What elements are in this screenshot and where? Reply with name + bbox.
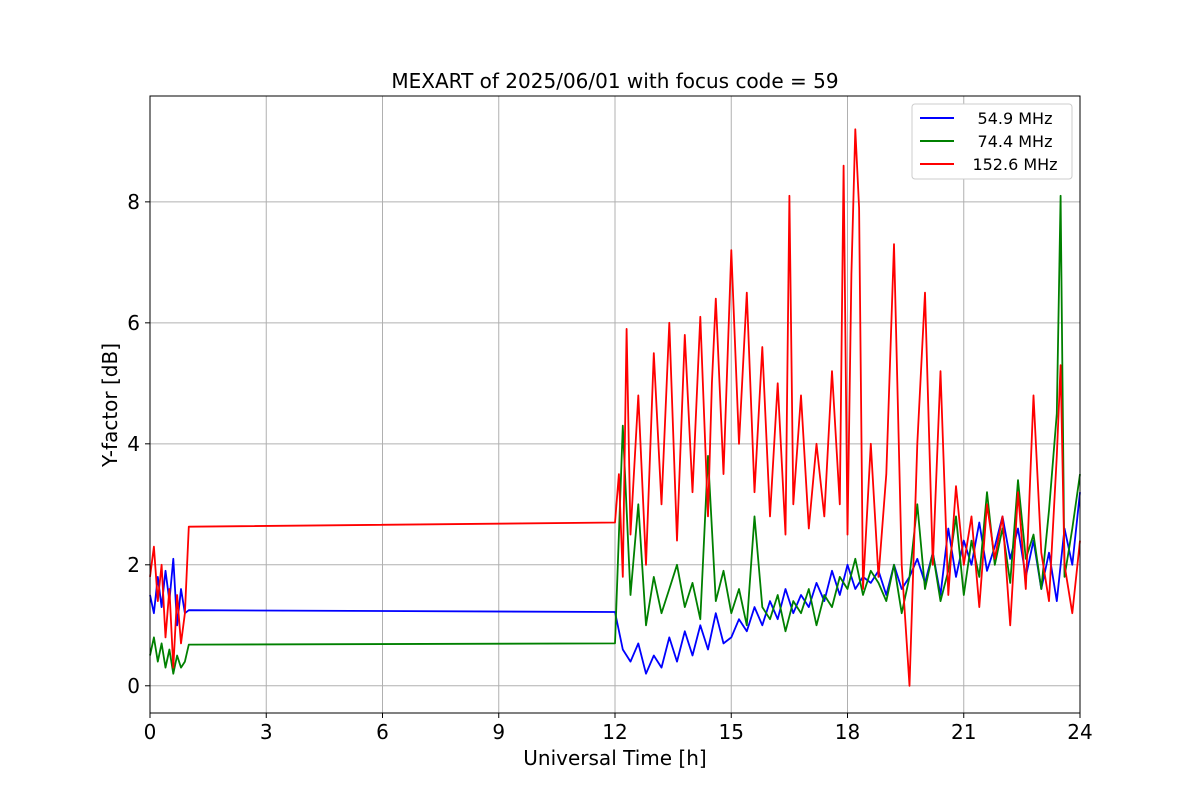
y-axis-label: Y-factor [dB] <box>98 343 122 468</box>
y-tick-label: 4 <box>127 432 140 456</box>
y-tick-label: 2 <box>127 553 140 577</box>
x-axis: 0 3 6 9 12 15 18 21 24 <box>144 713 1093 744</box>
x-tick-label: 6 <box>376 720 389 744</box>
x-tick-label: 24 <box>1067 720 1092 744</box>
y-tick-label: 8 <box>127 190 140 214</box>
series-line-2 <box>149 128 1081 687</box>
legend-label-0: 54.9 MHz <box>978 109 1053 128</box>
x-tick-label: 12 <box>602 720 627 744</box>
x-tick-label: 0 <box>144 720 157 744</box>
series-group <box>149 128 1081 687</box>
chart-title: MEXART of 2025/06/01 with focus code = 5… <box>391 69 838 93</box>
x-tick-label: 3 <box>260 720 273 744</box>
y-tick-label: 0 <box>127 674 140 698</box>
x-tick-label: 21 <box>951 720 976 744</box>
legend-label-2: 152.6 MHz <box>972 155 1057 174</box>
y-axis: 0 2 4 6 8 <box>127 190 150 698</box>
legend: 54.9 MHz 74.4 MHz 152.6 MHz <box>911 103 1073 180</box>
series-line-1 <box>149 194 1081 675</box>
x-tick-label: 9 <box>492 720 505 744</box>
y-tick-label: 6 <box>127 311 140 335</box>
legend-box <box>911 103 1073 180</box>
x-tick-label: 18 <box>835 720 860 744</box>
legend-label-1: 74.4 MHz <box>978 132 1053 151</box>
x-axis-label: Universal Time [h] <box>523 746 706 770</box>
x-tick-label: 15 <box>719 720 744 744</box>
